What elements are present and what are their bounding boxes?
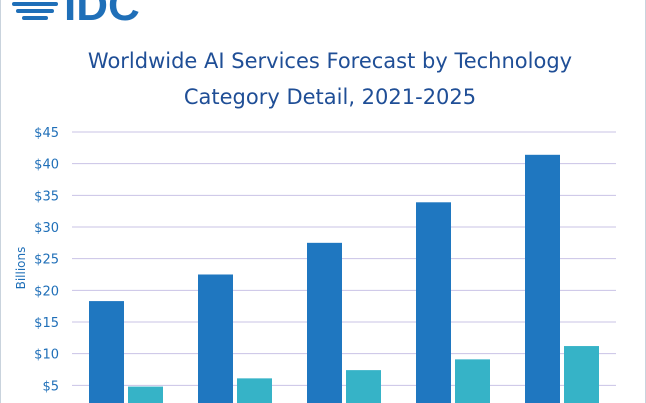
- bar-2023-series-1: [307, 242, 342, 403]
- bar-2023-series-2: [346, 370, 381, 403]
- y-tick-label: $45: [34, 126, 59, 141]
- y-tick-label: $15: [34, 316, 59, 331]
- idc-logo: IDC: [12, 0, 140, 24]
- bars: [89, 154, 599, 403]
- y-axis-ticks: $5 $10 $15 $20 $25 $30 $35 $40 $45: [34, 126, 59, 394]
- y-axis-label: Billions: [14, 247, 28, 290]
- bar-2024-series-2: [455, 359, 490, 403]
- bar-2025-series-1: [525, 154, 560, 403]
- y-tick-label: $40: [34, 158, 59, 173]
- bar-2022-series-1: [198, 274, 233, 403]
- bar-2021-series-2: [128, 386, 163, 403]
- y-tick-label: $25: [34, 253, 59, 268]
- bar-2024-series-1: [416, 202, 451, 403]
- bar-2025-series-2: [564, 346, 599, 403]
- y-tick-label: $10: [34, 348, 59, 363]
- logo-text: IDC: [64, 0, 140, 24]
- y-tick-label: $5: [42, 379, 59, 394]
- y-tick-label: $30: [34, 221, 59, 236]
- bar-2021-series-1: [89, 301, 124, 403]
- y-tick-label: $20: [34, 284, 59, 299]
- y-tick-label: $35: [34, 189, 59, 204]
- chart-title-line-1: Worldwide AI Services Forecast by Techno…: [87, 49, 573, 73]
- logo-mark-icon: [12, 2, 58, 20]
- bar-2022-series-2: [237, 378, 272, 403]
- chart-title-line-2: Category Detail, 2021-2025: [183, 85, 477, 109]
